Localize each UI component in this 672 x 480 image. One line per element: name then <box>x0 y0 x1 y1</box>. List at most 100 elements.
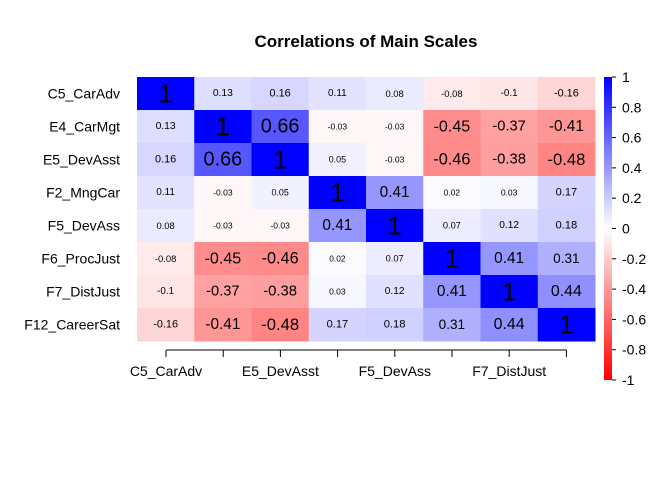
heatmap-cell <box>537 176 596 210</box>
cell-value-label: -0.1 <box>157 286 174 297</box>
cell-value-label: 0.05 <box>329 155 346 165</box>
x-tick-label: F7_DistJust <box>472 363 546 379</box>
cell-value-label: 0.08 <box>385 88 403 99</box>
legend-tick-label: 0.4 <box>622 160 642 176</box>
heatmap-cell <box>480 143 539 177</box>
row-label: F7_DistJust <box>46 284 120 300</box>
cell-value-label: 0.03 <box>501 188 518 198</box>
heatmap-cell <box>537 209 596 243</box>
row-label: F12_CareerSat <box>24 317 120 333</box>
heatmap-cell <box>366 143 424 177</box>
heatmap-cell <box>194 143 252 177</box>
cell-value-label: 0.02 <box>329 254 346 264</box>
heatmap-cell <box>366 176 424 210</box>
heatmap-cell <box>251 209 310 243</box>
cell-value-label: 0.18 <box>384 319 406 331</box>
legend-tick-label: 1 <box>622 69 630 85</box>
legend-tick-label: 0 <box>622 221 630 237</box>
cell-value-label: -0.03 <box>270 221 290 231</box>
cell-value-label: -0.38 <box>492 152 526 168</box>
heatmap-cell <box>137 176 195 210</box>
cell-value-label: 0.13 <box>156 121 176 132</box>
heatmap-cell <box>480 275 539 309</box>
cell-value-label: 0.41 <box>380 184 410 201</box>
legend-tick-label: -0.4 <box>622 281 646 297</box>
heatmap-cell <box>251 143 310 177</box>
cell-value-label: -0.38 <box>263 284 297 300</box>
heatmap-cell <box>366 308 424 342</box>
heatmap-cells: 1 0.13 0.16 0.11 0.08 -0.08 -0.1 -0.16 0.13 1 0.66… <box>137 77 596 342</box>
heatmap-cell <box>423 275 481 309</box>
cell-value-label: 0.17 <box>327 319 349 331</box>
heatmap-cell <box>308 176 367 210</box>
legend-tick-label: -0.8 <box>622 342 646 358</box>
cell-value-label: 1 <box>158 79 172 109</box>
heatmap-cell <box>308 308 367 342</box>
heatmap-cell <box>308 275 367 309</box>
cell-value-label: -0.03 <box>213 221 233 231</box>
cell-value-label: -0.16 <box>153 319 178 331</box>
heatmap-cell <box>194 77 252 111</box>
cell-value-label: -0.1 <box>501 88 518 99</box>
heatmap-cell <box>137 308 195 342</box>
heatmap-cell <box>423 242 481 276</box>
x-tick-label: F5_DevAss <box>359 363 431 379</box>
heatmap-cell <box>251 110 310 144</box>
legend-tick-label: -0.6 <box>622 311 646 327</box>
row-label: E4_CarMgt <box>49 119 120 135</box>
cell-value-label: 0.31 <box>553 251 579 266</box>
cell-value-label: 0.41 <box>437 283 467 300</box>
heatmap-cell <box>137 110 195 144</box>
heatmap-cell <box>423 209 481 243</box>
cell-value-label: 0.08 <box>156 220 174 231</box>
cell-value-label: 0.07 <box>443 221 461 231</box>
cell-value-label: -0.03 <box>385 122 405 132</box>
heatmap-cell <box>137 143 195 177</box>
cell-value-label: -0.48 <box>261 315 299 334</box>
row-labels: C5_CarAdv E4_CarMgt E5_DevAsst F2_MngCar F5_… <box>24 86 120 333</box>
heatmap-cell <box>366 110 424 144</box>
cell-value-label: -0.08 <box>155 253 176 264</box>
cell-value-label: -0.46 <box>433 151 470 169</box>
cell-value-label: 1 <box>330 178 344 208</box>
cell-value-label: 0.44 <box>551 283 582 300</box>
heatmap-cell <box>137 275 195 309</box>
row-label: F2_MngCar <box>46 185 120 201</box>
cell-value-label: 0.07 <box>386 254 404 264</box>
cell-value-label: -0.41 <box>549 118 584 135</box>
heatmap-cell <box>251 77 310 111</box>
cell-value-label: -0.48 <box>547 150 585 169</box>
x-tick-label: C5_CarAdv <box>130 363 202 379</box>
heatmap-cell <box>194 242 252 276</box>
heatmap-cell <box>537 242 596 276</box>
cell-value-label: 1 <box>445 244 459 274</box>
heatmap-cell <box>537 275 596 309</box>
heatmap-cell <box>194 275 252 309</box>
cell-value-label: 0.11 <box>328 88 347 99</box>
heatmap-cell <box>480 176 539 210</box>
heatmap-cell <box>251 275 310 309</box>
cell-value-label: 0.41 <box>322 217 352 234</box>
legend-tick-label: 0.6 <box>622 130 642 146</box>
cell-value-label: -0.41 <box>205 316 240 333</box>
heatmap-cell <box>480 209 539 243</box>
cell-value-label: 0.66 <box>261 116 300 138</box>
heatmap-cell <box>537 308 596 342</box>
cell-value-label: 0.13 <box>213 88 233 99</box>
row-label: F5_DevAss <box>48 218 120 234</box>
cell-value-label: 1 <box>273 145 287 175</box>
cell-value-label: 0.12 <box>499 220 519 231</box>
heatmap-cell <box>137 209 195 243</box>
heatmap-cell <box>423 143 481 177</box>
row-label: F6_ProcJust <box>41 251 120 267</box>
heatmap-cell <box>251 242 310 276</box>
heatmap-cell <box>251 308 310 342</box>
cell-value-label: -0.16 <box>554 88 579 100</box>
cell-value-label: -0.03 <box>213 188 233 198</box>
heatmap-cell <box>194 110 252 144</box>
cell-value-label: 0.17 <box>556 187 578 199</box>
cell-value-label: -0.08 <box>441 88 462 99</box>
heatmap-cell <box>423 176 481 210</box>
heatmap-cell <box>423 308 481 342</box>
heatmap-cell <box>308 143 367 177</box>
